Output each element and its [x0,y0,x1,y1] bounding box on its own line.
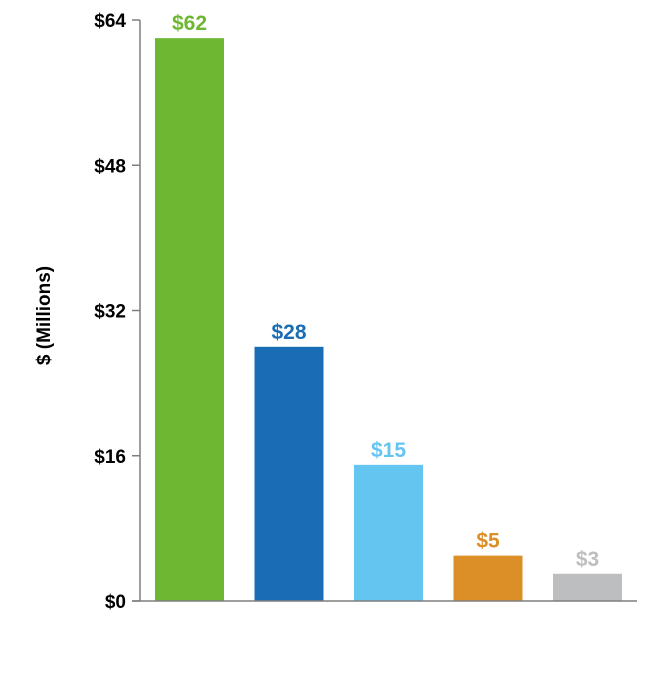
bar-value-label: $15 [371,439,406,462]
y-axis-title: $ (Millions) [34,266,55,365]
bar-value-label: $3 [576,548,599,571]
bars [155,38,622,601]
y-tick-label: $48 [94,156,126,177]
bar-value-label: $62 [172,12,207,35]
y-tick-label: $0 [105,592,126,613]
bar [354,464,423,601]
y-axis-ticks: $0 $16 $32 $48 $64 [94,11,140,613]
y-tick-label: $64 [94,11,126,32]
bar [254,346,324,601]
y-tick-label: $32 [94,302,126,323]
bar [155,38,224,601]
bar [453,555,523,601]
bar-value-label: $5 [476,530,500,553]
bar-value-label: $28 [271,321,306,344]
bar [553,573,622,601]
y-tick-label: $16 [94,447,126,468]
data-labels: $62 $28 $15 $5 $3 [172,12,599,571]
